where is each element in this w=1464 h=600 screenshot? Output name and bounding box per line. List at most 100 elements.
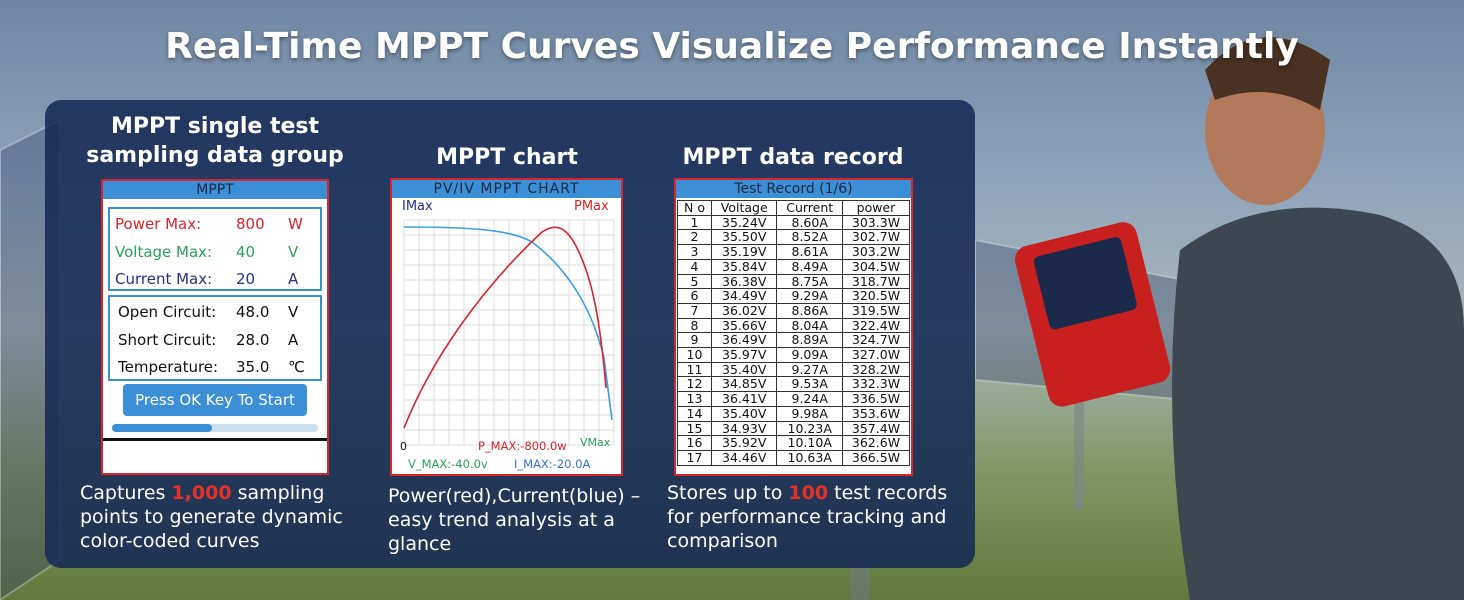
row-unit: V bbox=[288, 242, 299, 261]
table-cell: 36.02V bbox=[710, 302, 778, 319]
table-cell: 6 bbox=[677, 288, 712, 304]
column-header: Voltage bbox=[710, 200, 778, 216]
row-label: Current Max: bbox=[115, 270, 213, 288]
table-cell: 8.04A bbox=[776, 317, 843, 334]
table-cell: 366.5W bbox=[841, 449, 911, 466]
row-unit: A bbox=[288, 330, 299, 349]
table-cell: 2 bbox=[677, 229, 712, 246]
table-cell: 10.23A bbox=[776, 420, 843, 437]
progress-fill bbox=[112, 424, 212, 432]
start-button[interactable]: Press OK Key To Start bbox=[123, 384, 307, 416]
table-cell: 36.38V bbox=[710, 273, 778, 290]
heading-line: MPPT data record bbox=[682, 145, 904, 170]
screen-title: PV/IV MPPT CHART bbox=[392, 180, 621, 198]
table-cell: 34.85V bbox=[710, 376, 778, 393]
table-cell: 34.93V bbox=[710, 420, 778, 437]
chart-grid bbox=[403, 219, 615, 446]
progress-track bbox=[112, 424, 318, 432]
table-cell: 304.5W bbox=[841, 258, 911, 275]
table-row: 10 35.97V 9.09A 327.0W bbox=[677, 347, 911, 363]
table-cell: 336.5W bbox=[841, 391, 911, 407]
table-row: 3 35.19V 8.61A 303.2W bbox=[677, 244, 911, 260]
table-cell: 12 bbox=[677, 376, 712, 393]
device-screen: MPPT Power Max: 800 W Voltage Max: 40 V Curren… bbox=[101, 179, 329, 475]
table-cell: 9.29A bbox=[776, 288, 843, 304]
max-box: Power Max: 800 W Voltage Max: 40 V Current Max… bbox=[108, 207, 322, 291]
main-title: Real-Time MPPT Curves Visualize Performa… bbox=[165, 26, 1299, 67]
table-cell: 35.19V bbox=[710, 244, 778, 260]
row-label: Temperature: bbox=[118, 358, 219, 376]
table-cell: 9.24A bbox=[776, 391, 843, 407]
table-cell: 17 bbox=[677, 449, 712, 466]
table-cell: 35.40V bbox=[710, 361, 778, 378]
caption-text: test records for performance tracking an… bbox=[667, 482, 948, 552]
table-row: 1 35.24V 8.60A 303.3W bbox=[677, 214, 911, 231]
table-cell: 35.66V bbox=[710, 317, 778, 334]
table-cell: 34.46V bbox=[710, 449, 778, 466]
table-cell: 8.89A bbox=[776, 332, 843, 349]
row-unit: A bbox=[288, 270, 299, 288]
column-header: Current bbox=[776, 200, 843, 216]
panel-heading: MPPT chart bbox=[357, 143, 657, 172]
table-row: 2 35.50V 8.52A 302.7W bbox=[677, 229, 911, 246]
caption-highlight: 1,000 bbox=[171, 482, 232, 504]
table-cell: 8.60A bbox=[776, 214, 843, 231]
table-row: 5 36.38V 8.75A 318.7W bbox=[677, 273, 911, 290]
row-value: 20 bbox=[236, 270, 256, 288]
table-cell: 8 bbox=[677, 317, 712, 334]
row-value: 48.0 bbox=[236, 303, 270, 321]
caption-text: sampling points to generate dynamic colo… bbox=[80, 482, 343, 552]
settings-box: Open Circuit: 48.0 V Short Circuit: 28.0 A Tem… bbox=[108, 295, 322, 381]
record-screen: Test Record (1/6) N o Voltage Current power… bbox=[674, 178, 913, 476]
caption-text: Captures bbox=[80, 482, 172, 504]
table-cell: 9.09A bbox=[776, 347, 843, 363]
table-cell: 14 bbox=[677, 405, 712, 422]
table-cell: 8.86A bbox=[776, 302, 843, 319]
table-cell: 322.4W bbox=[841, 317, 911, 334]
table-cell: 10 bbox=[677, 347, 712, 363]
table-cell: 35.92V bbox=[710, 435, 778, 451]
table-cell: 5 bbox=[677, 273, 712, 290]
row-unit: W bbox=[288, 215, 303, 233]
row-unit: V bbox=[288, 303, 299, 321]
table-row: 16 35.92V 10.10A 362.6W bbox=[677, 435, 911, 451]
table-cell: 327.0W bbox=[841, 347, 911, 363]
table-cell: 328.2W bbox=[841, 361, 911, 378]
caption: Stores up to 100 test records for perfor… bbox=[667, 481, 967, 553]
caption-highlight: 100 bbox=[788, 482, 829, 504]
table-cell: 36.41V bbox=[710, 391, 778, 407]
table-cell: 35.50V bbox=[710, 229, 778, 246]
table-cell: 10.10A bbox=[776, 435, 843, 451]
row-value: 28.0 bbox=[236, 330, 270, 349]
table-cell: 13 bbox=[677, 391, 712, 407]
caption: Captures 1,000 sampling points to genera… bbox=[80, 481, 370, 553]
table-cell: 9 bbox=[677, 332, 712, 349]
table-cell: 34.49V bbox=[710, 288, 778, 304]
table-cell: 1 bbox=[677, 214, 712, 231]
row-value: 800 bbox=[236, 215, 265, 233]
table-cell: 35.84V bbox=[710, 258, 778, 275]
table-cell: 7 bbox=[677, 302, 712, 319]
column-header: power bbox=[841, 200, 911, 216]
table-cell: 319.5W bbox=[841, 302, 911, 319]
row-label: Voltage Max: bbox=[115, 242, 213, 261]
row-label: Short Circuit: bbox=[118, 330, 217, 349]
table-cell: 9.98A bbox=[776, 405, 843, 422]
table-cell: 320.5W bbox=[841, 288, 911, 304]
table-row: 12 34.85V 9.53A 332.3W bbox=[677, 376, 911, 393]
row-unit: ℃ bbox=[288, 358, 305, 376]
divider bbox=[103, 438, 327, 441]
v-max-label: V_MAX:-40.0v bbox=[408, 457, 488, 471]
table-cell: 15 bbox=[677, 420, 712, 437]
current-label: IMax bbox=[402, 199, 433, 214]
table-row: 15 34.93V 10.23A 357.4W bbox=[677, 420, 911, 437]
table-cell: 362.6W bbox=[841, 435, 911, 451]
table-header: N o Voltage Current power bbox=[677, 200, 911, 216]
table-cell: 11 bbox=[677, 361, 712, 378]
table-cell: 16 bbox=[677, 435, 712, 451]
table-row: 13 36.41V 9.24A 336.5W bbox=[677, 391, 911, 407]
table-row: 14 35.40V 9.98A 353.6W bbox=[677, 405, 911, 422]
table-cell: 303.3W bbox=[841, 214, 911, 231]
table-cell: 9.53A bbox=[776, 376, 843, 393]
